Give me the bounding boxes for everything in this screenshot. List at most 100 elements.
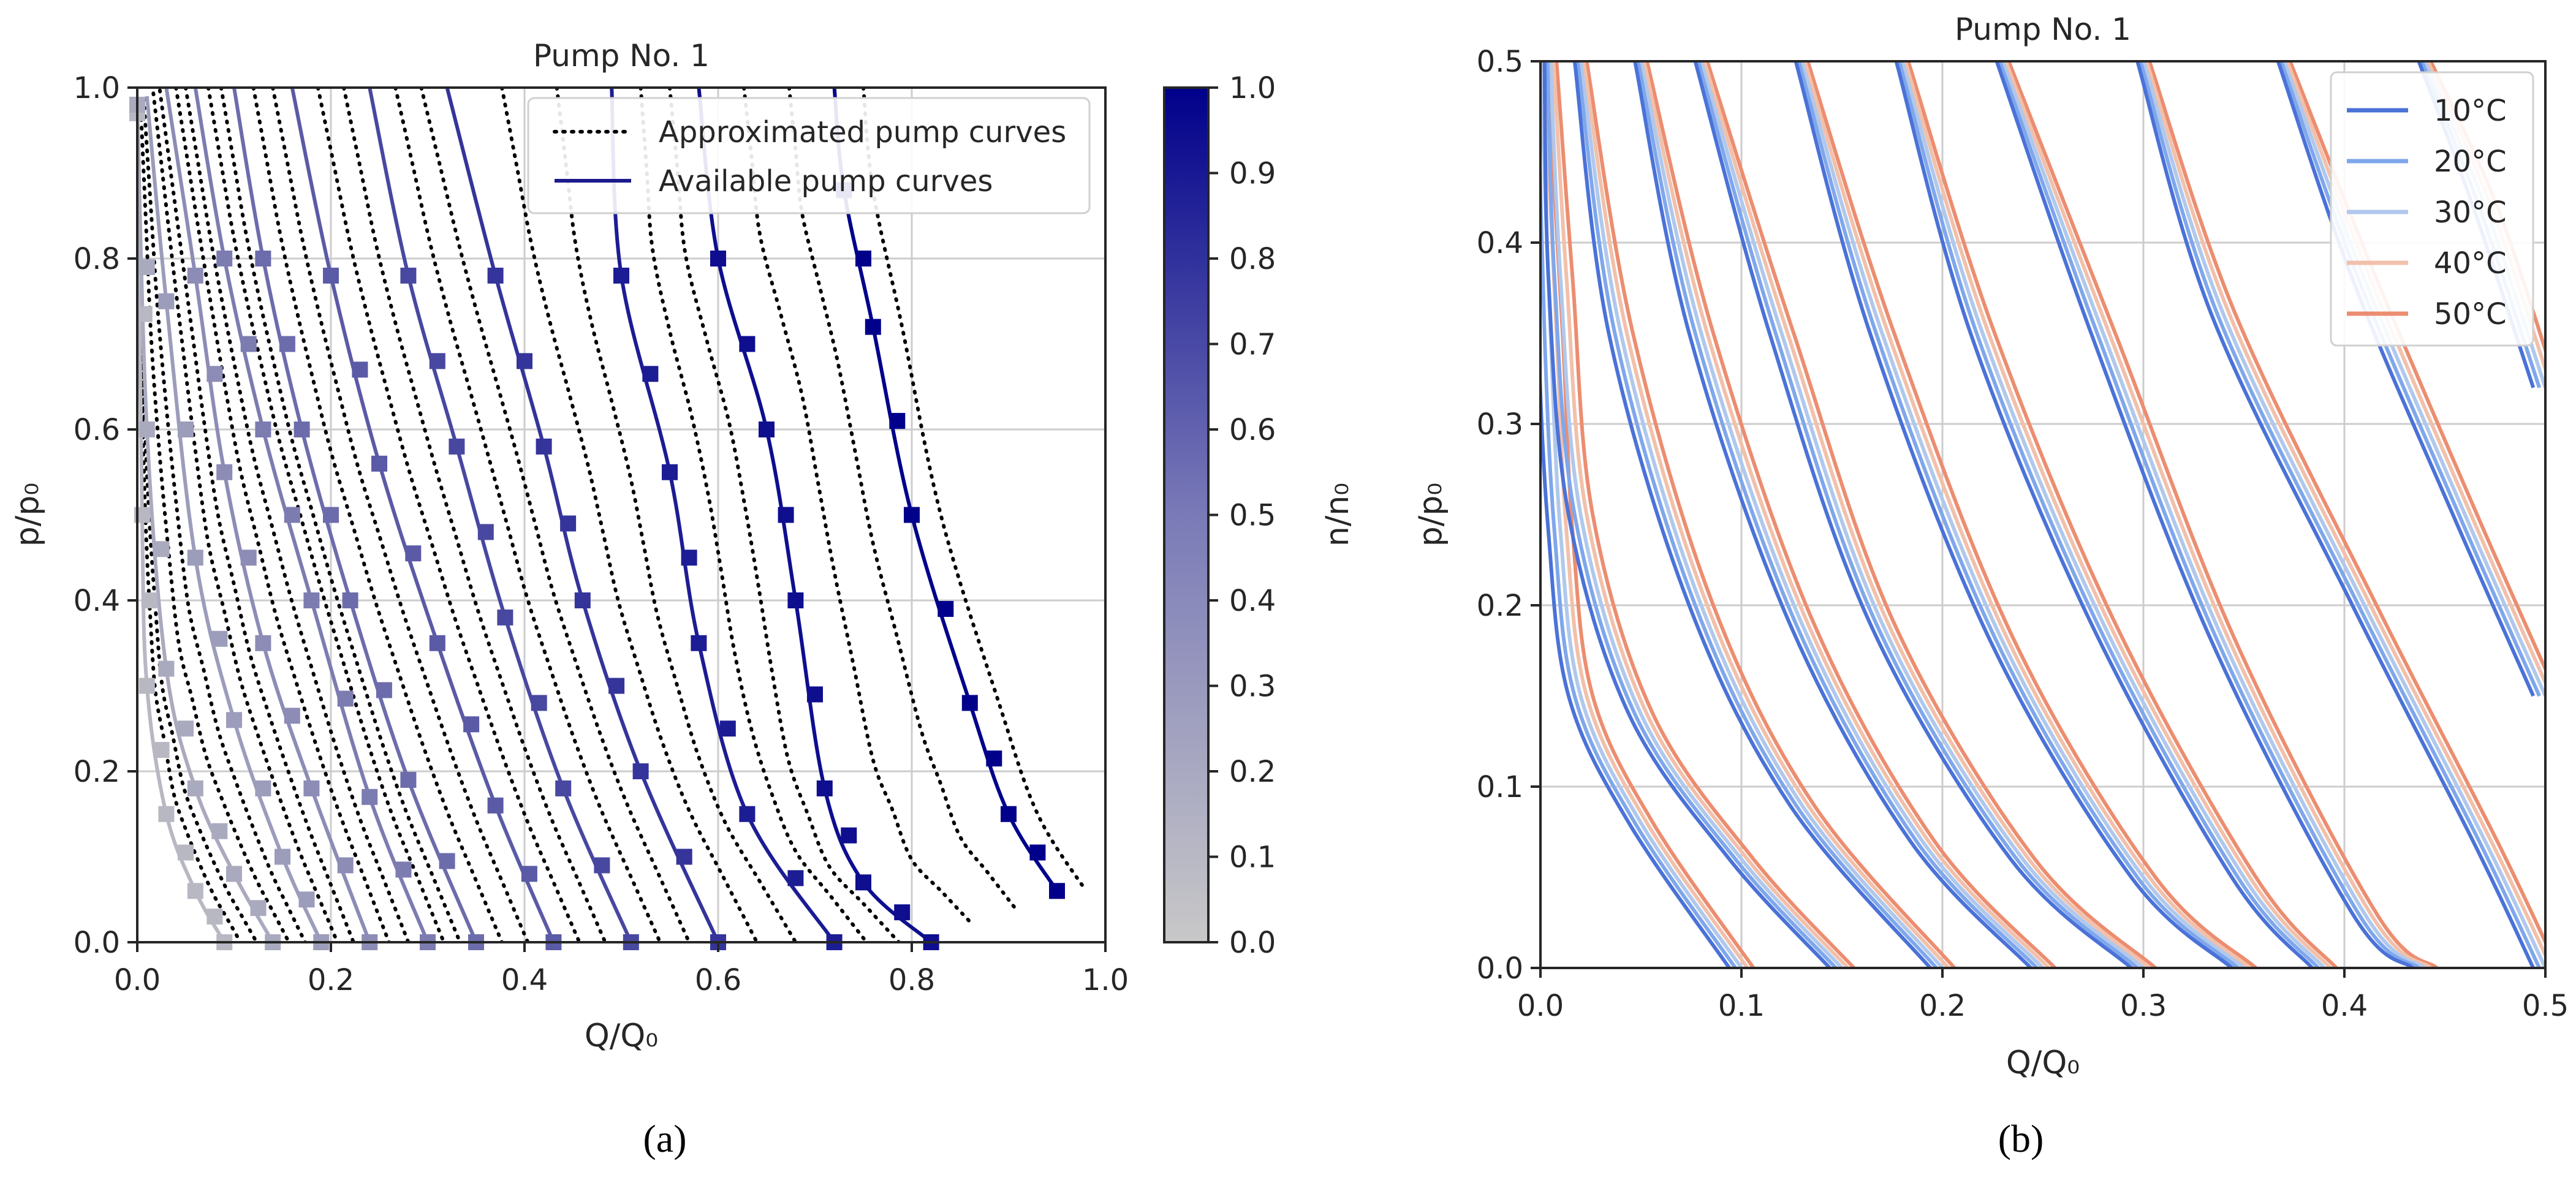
approximated-curve bbox=[638, 88, 869, 942]
approximated-curve bbox=[206, 88, 446, 942]
approximated-curve bbox=[251, 88, 504, 942]
curve-marker bbox=[787, 870, 804, 886]
y-tick-label: 0.4 bbox=[74, 584, 120, 618]
approximated-curve bbox=[219, 88, 462, 942]
colorbar-tick-label: 0.5 bbox=[1229, 499, 1276, 533]
curve-marker bbox=[240, 550, 257, 566]
curve-marker bbox=[642, 366, 659, 382]
curve-marker bbox=[662, 464, 678, 480]
legend-label: 40°C bbox=[2434, 246, 2507, 281]
curve-marker bbox=[904, 507, 920, 523]
curve-marker bbox=[303, 780, 320, 796]
curve-marker bbox=[841, 827, 857, 844]
available-curve bbox=[164, 88, 372, 942]
curve-marker bbox=[362, 788, 378, 805]
curve-marker bbox=[439, 853, 455, 869]
curve-marker bbox=[255, 251, 271, 266]
x-tick-label: 0.2 bbox=[308, 963, 354, 997]
chart-title-a: Pump No. 1 bbox=[533, 38, 710, 74]
curve-marker bbox=[352, 361, 368, 378]
temperature-curve bbox=[1575, 61, 1938, 968]
curve-marker bbox=[555, 780, 572, 796]
curve-marker bbox=[463, 716, 480, 733]
temperature-curve bbox=[1794, 61, 2233, 968]
colorbar-tick-label: 0.0 bbox=[1229, 926, 1276, 960]
temperature-curve bbox=[1545, 61, 1838, 968]
temperature-curve bbox=[1699, 61, 2145, 968]
temperature-curve bbox=[1995, 61, 2414, 968]
temperature-curve bbox=[1551, 61, 1850, 968]
x-tick-label: 0.0 bbox=[114, 963, 161, 997]
temperature-curve bbox=[2007, 61, 2438, 968]
curve-marker bbox=[250, 900, 267, 917]
temperature-curve bbox=[2282, 61, 2545, 697]
approximated-curve bbox=[184, 88, 411, 942]
curve-marker bbox=[298, 891, 315, 908]
curve-marker bbox=[284, 708, 300, 724]
temperature-curve bbox=[2288, 61, 2545, 674]
temperature-curve bbox=[2001, 61, 2426, 968]
colorbar-tick-label: 0.7 bbox=[1229, 328, 1276, 362]
temperature-curve bbox=[1645, 61, 2056, 968]
curve-marker bbox=[1029, 844, 1046, 861]
curve-marker bbox=[719, 720, 736, 737]
curve-marker bbox=[574, 592, 591, 608]
temperature-curve bbox=[1585, 61, 1956, 968]
curve-marker bbox=[691, 635, 707, 651]
temperature-curve bbox=[1696, 61, 2139, 968]
curve-marker bbox=[477, 524, 494, 540]
curve-marker bbox=[323, 507, 339, 523]
curve-marker bbox=[187, 550, 203, 566]
curve-marker bbox=[560, 515, 577, 532]
curve-marker bbox=[187, 883, 203, 899]
temperature-curve bbox=[1693, 61, 2133, 968]
curve-marker bbox=[178, 844, 194, 861]
temperature-curve bbox=[2285, 61, 2545, 687]
approximated-curve bbox=[138, 100, 291, 942]
curve-marker bbox=[371, 455, 387, 472]
curve-marker bbox=[337, 857, 354, 874]
colorbar-tick-label: 1.0 bbox=[1229, 71, 1276, 105]
approximated-curve bbox=[742, 88, 975, 928]
axis-ticks-a: 0.0 0.2 0.4 0.6 0.8 1.0 0.0 0.2 0.4 0.6 0.8 1.0 bbox=[74, 71, 1129, 997]
curve-marker bbox=[778, 507, 794, 523]
legend-box-a bbox=[527, 97, 1091, 214]
temperature-curve bbox=[1542, 61, 1832, 968]
curve-marker bbox=[206, 366, 223, 382]
temperature-curve bbox=[1582, 61, 1950, 968]
temperature-curve bbox=[1797, 61, 2240, 968]
temperature-curve bbox=[2279, 61, 2541, 697]
temperature-curve bbox=[1897, 61, 2320, 968]
curve-marker bbox=[787, 592, 804, 608]
curve-marker bbox=[255, 421, 271, 437]
curve-marker bbox=[517, 353, 532, 369]
curve-marker bbox=[153, 541, 170, 557]
curve-marker bbox=[141, 592, 157, 608]
curve-marker bbox=[536, 438, 552, 455]
curve-marker bbox=[961, 695, 978, 711]
curve-marker bbox=[138, 421, 155, 437]
curve-marker bbox=[178, 421, 194, 437]
y-tick-label: 0.6 bbox=[74, 413, 120, 447]
temperature-curve bbox=[1642, 61, 2050, 968]
colorbar-tick-label: 0.6 bbox=[1229, 413, 1276, 447]
x-axis-label-a: Q/Q₀ bbox=[585, 1018, 658, 1054]
colorbar-ticks: 0.0 0.1 0.2 0.3 0.4 0.5 0.6 0.7 0.8 0.9 1.0 bbox=[1208, 71, 1276, 960]
x-tick-label: 0.0 bbox=[1517, 989, 1564, 1023]
curve-marker bbox=[632, 763, 649, 779]
panel-b-caption: (b) bbox=[1998, 1117, 2044, 1160]
curve-markers bbox=[129, 96, 1065, 950]
curve-marker bbox=[1001, 806, 1017, 822]
panel-a-caption: (a) bbox=[643, 1117, 686, 1160]
temperature-curve bbox=[2138, 61, 2541, 968]
chart-title-b: Pump No. 1 bbox=[1955, 12, 2131, 47]
legend-b: 10°C 20°C 30°C 40°C 50°C bbox=[2330, 71, 2534, 347]
legend-label-available: Available pump curves bbox=[659, 164, 993, 198]
curve-marker bbox=[894, 904, 911, 921]
legend-a: Approximated pump curves Available pump … bbox=[527, 97, 1091, 214]
curve-marker bbox=[158, 806, 175, 822]
legend-box-b bbox=[2330, 71, 2534, 347]
curve-marker bbox=[138, 259, 155, 275]
approximated-curve bbox=[419, 88, 691, 942]
curve-marker bbox=[487, 267, 504, 284]
